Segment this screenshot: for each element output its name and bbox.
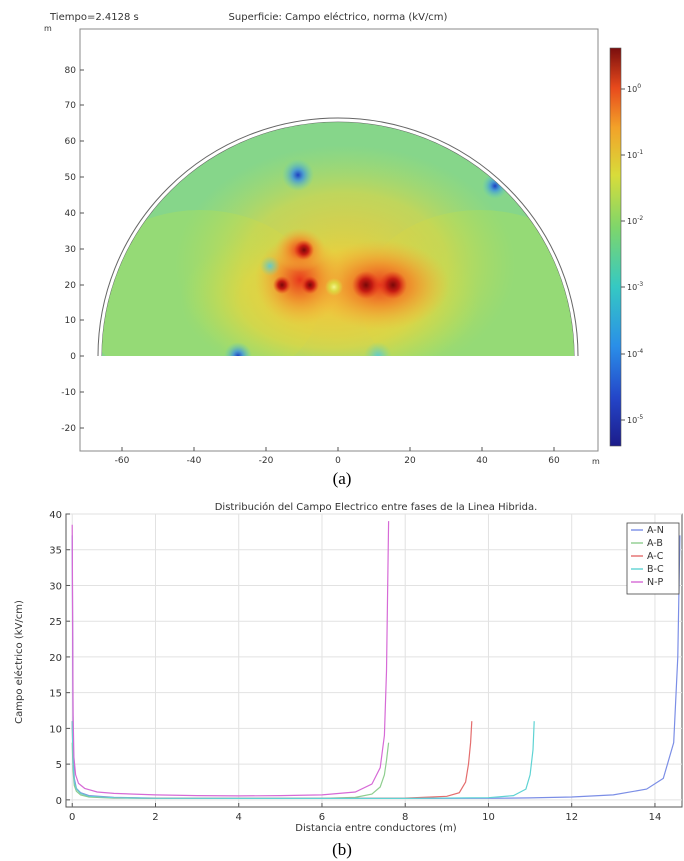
- x-unit-label: m: [592, 457, 600, 466]
- svg-text:70: 70: [65, 101, 77, 111]
- colorbar-gradient: [609, 47, 622, 447]
- y-tick-0: 0: [70, 352, 84, 362]
- svg-text:0: 0: [70, 352, 76, 362]
- legend-label-a-c: A-C: [647, 551, 664, 562]
- x-tick-label-6: 6: [319, 812, 325, 823]
- svg-text:100: 100: [627, 83, 641, 94]
- domain-inner-boundary: [101, 121, 575, 357]
- x-tick-40: 40: [476, 447, 488, 466]
- x-tick-20: 20: [404, 447, 416, 466]
- svg-text:20: 20: [65, 281, 77, 291]
- legend-label-a-b: A-B: [647, 538, 663, 549]
- svg-text:60: 60: [548, 456, 560, 466]
- surface-y-axis: 80 70 60 50 40 30 20 10 0 -10 -20: [61, 66, 84, 434]
- y-tick-label-10: 10: [49, 724, 62, 735]
- y-tick-40: 40: [65, 209, 84, 219]
- legend-label-n-p: N-P: [647, 577, 664, 588]
- caption-b: (b): [332, 840, 352, 859]
- surface-title: Superficie: Campo eléctrico, norma (kV/c…: [229, 11, 448, 23]
- chart-title: Distribución del Campo Electrico entre f…: [215, 501, 538, 513]
- y-tick-70: 70: [65, 101, 84, 111]
- chart-plot-area: [65, 513, 683, 808]
- svg-text:60: 60: [65, 137, 77, 147]
- y-unit-label: m: [44, 24, 52, 33]
- svg-text:-10: -10: [61, 388, 76, 398]
- y-tick-neg10: -10: [61, 388, 84, 398]
- y-tick-label-15: 15: [49, 689, 62, 700]
- y-tick-label-0: 0: [56, 796, 62, 807]
- x-tick-60: 60: [548, 447, 560, 466]
- chart-legend: A-N A-B A-C B-C N-P: [626, 522, 680, 595]
- y-tick-label-40: 40: [49, 510, 62, 521]
- colorbar-tick-1e-1: 10-1: [621, 149, 643, 160]
- x-tick-label-0: 0: [69, 812, 75, 823]
- y-tick-80: 80: [65, 66, 84, 76]
- series-line-n-p: [71, 521, 390, 797]
- y-tick-neg20: -20: [61, 424, 84, 434]
- svg-text:10-1: 10-1: [627, 149, 643, 160]
- y-tick-30: 30: [65, 245, 84, 255]
- x-tick-label-14: 14: [649, 812, 662, 823]
- x-tick-label-10: 10: [482, 812, 495, 823]
- y-tick-label-30: 30: [49, 581, 62, 592]
- domain-outer-boundary: [97, 117, 579, 357]
- svg-text:10-3: 10-3: [627, 281, 643, 292]
- y-tick-label-25: 25: [49, 617, 62, 628]
- surface-x-axis: -60 -40 -20 0 20 40 60: [115, 447, 560, 466]
- svg-text:50: 50: [65, 173, 77, 183]
- x-tick-neg60: -60: [115, 447, 130, 466]
- svg-text:-60: -60: [115, 456, 130, 466]
- svg-text:30: 30: [65, 245, 77, 255]
- caption-a: (a): [333, 469, 352, 488]
- x-tick-0: 0: [335, 447, 341, 466]
- y-tick-label-35: 35: [49, 546, 62, 557]
- y-tick-20: 20: [65, 281, 84, 291]
- series-line-b-c: [71, 721, 535, 800]
- colorbar-tick-1e0: 100: [621, 83, 641, 94]
- x-tick-label-4: 4: [236, 812, 242, 823]
- chart-ylabel: Campo eléctrico (kV/cm): [13, 600, 25, 724]
- svg-text:10-5: 10-5: [627, 414, 643, 425]
- colorbar-tick-1e-3: 10-3: [621, 281, 643, 292]
- svg-text:80: 80: [65, 66, 77, 76]
- svg-text:-40: -40: [187, 456, 202, 466]
- y-tick-10: 10: [65, 316, 84, 326]
- y-tick-label-20: 20: [49, 653, 62, 664]
- y-tick-label-5: 5: [56, 760, 62, 771]
- svg-text:0: 0: [335, 456, 341, 466]
- chart-xlabel: Distancia entre conductores (m): [295, 823, 457, 834]
- legend-label-b-c: B-C: [647, 564, 664, 575]
- y-tick-60: 60: [65, 137, 84, 147]
- x-tick-neg40: -40: [187, 447, 202, 466]
- svg-text:10: 10: [65, 316, 77, 326]
- svg-text:10-2: 10-2: [627, 215, 643, 226]
- y-tick-50: 50: [65, 173, 84, 183]
- colorbar-tick-1e-4: 10-4: [621, 348, 643, 359]
- x-tick-label-2: 2: [152, 812, 158, 823]
- chart-series: [71, 521, 681, 800]
- svg-text:40: 40: [65, 209, 77, 219]
- chart-ticks: 0 2 4 6 8 10 12 14 0 5 10 15 20 25 30 35 40: [49, 510, 661, 823]
- x-tick-label-12: 12: [565, 812, 578, 823]
- svg-text:40: 40: [476, 456, 488, 466]
- x-tick-neg20: -20: [259, 447, 274, 466]
- colorbar-tick-1e-2: 10-2: [621, 215, 643, 226]
- svg-text:-20: -20: [61, 424, 76, 434]
- x-tick-label-8: 8: [402, 812, 408, 823]
- line-chart: Distribución del Campo Electrico entre f…: [13, 501, 683, 859]
- colorbar-tick-1e-5: 10-5: [621, 414, 643, 425]
- legend-label-a-n: A-N: [647, 525, 664, 536]
- svg-text:20: 20: [404, 456, 416, 466]
- field-heatmap: [102, 122, 574, 357]
- time-label: Tiempo=2.4128 s: [49, 12, 139, 23]
- svg-text:10-4: 10-4: [627, 348, 643, 359]
- surface-plot: Tiempo=2.4128 s Superficie: Campo eléctr…: [44, 11, 643, 488]
- svg-text:-20: -20: [259, 456, 274, 466]
- colorbar: 100 10-1 10-2 10-3 10-4 10-5: [609, 47, 643, 447]
